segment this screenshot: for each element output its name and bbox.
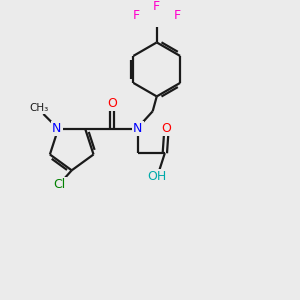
Text: O: O [161,122,171,135]
Text: Cl: Cl [53,178,66,191]
Text: O: O [107,97,117,110]
Text: N: N [52,122,62,135]
Text: F: F [153,0,160,13]
Text: OH: OH [147,169,167,183]
Text: F: F [173,9,181,22]
Text: F: F [133,9,140,22]
Text: CH₃: CH₃ [29,103,48,113]
Text: N: N [133,122,142,135]
